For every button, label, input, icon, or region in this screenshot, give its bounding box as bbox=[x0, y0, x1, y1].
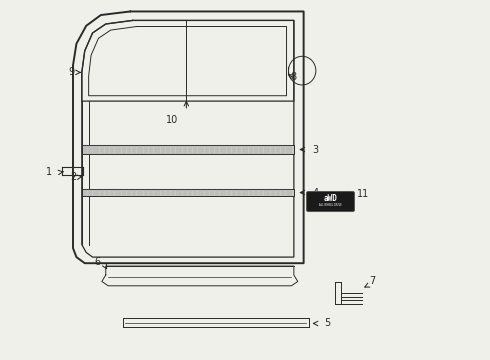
Text: 11: 11 bbox=[357, 189, 369, 199]
Text: 8: 8 bbox=[291, 72, 297, 82]
Text: 3: 3 bbox=[313, 144, 319, 154]
Text: 4: 4 bbox=[313, 188, 319, 198]
FancyBboxPatch shape bbox=[307, 192, 354, 212]
Text: 5: 5 bbox=[324, 319, 330, 328]
Text: 1: 1 bbox=[46, 167, 51, 177]
Text: 9: 9 bbox=[69, 67, 74, 77]
Text: ALL WHEEL DRIVE: ALL WHEEL DRIVE bbox=[319, 203, 342, 207]
Bar bbox=[82, 145, 294, 154]
Text: 6: 6 bbox=[95, 257, 100, 267]
Text: 7: 7 bbox=[369, 276, 375, 286]
Text: aWD: aWD bbox=[323, 194, 338, 203]
Text: 2: 2 bbox=[70, 172, 76, 182]
Text: 10: 10 bbox=[166, 115, 178, 125]
Bar bbox=[82, 189, 294, 197]
